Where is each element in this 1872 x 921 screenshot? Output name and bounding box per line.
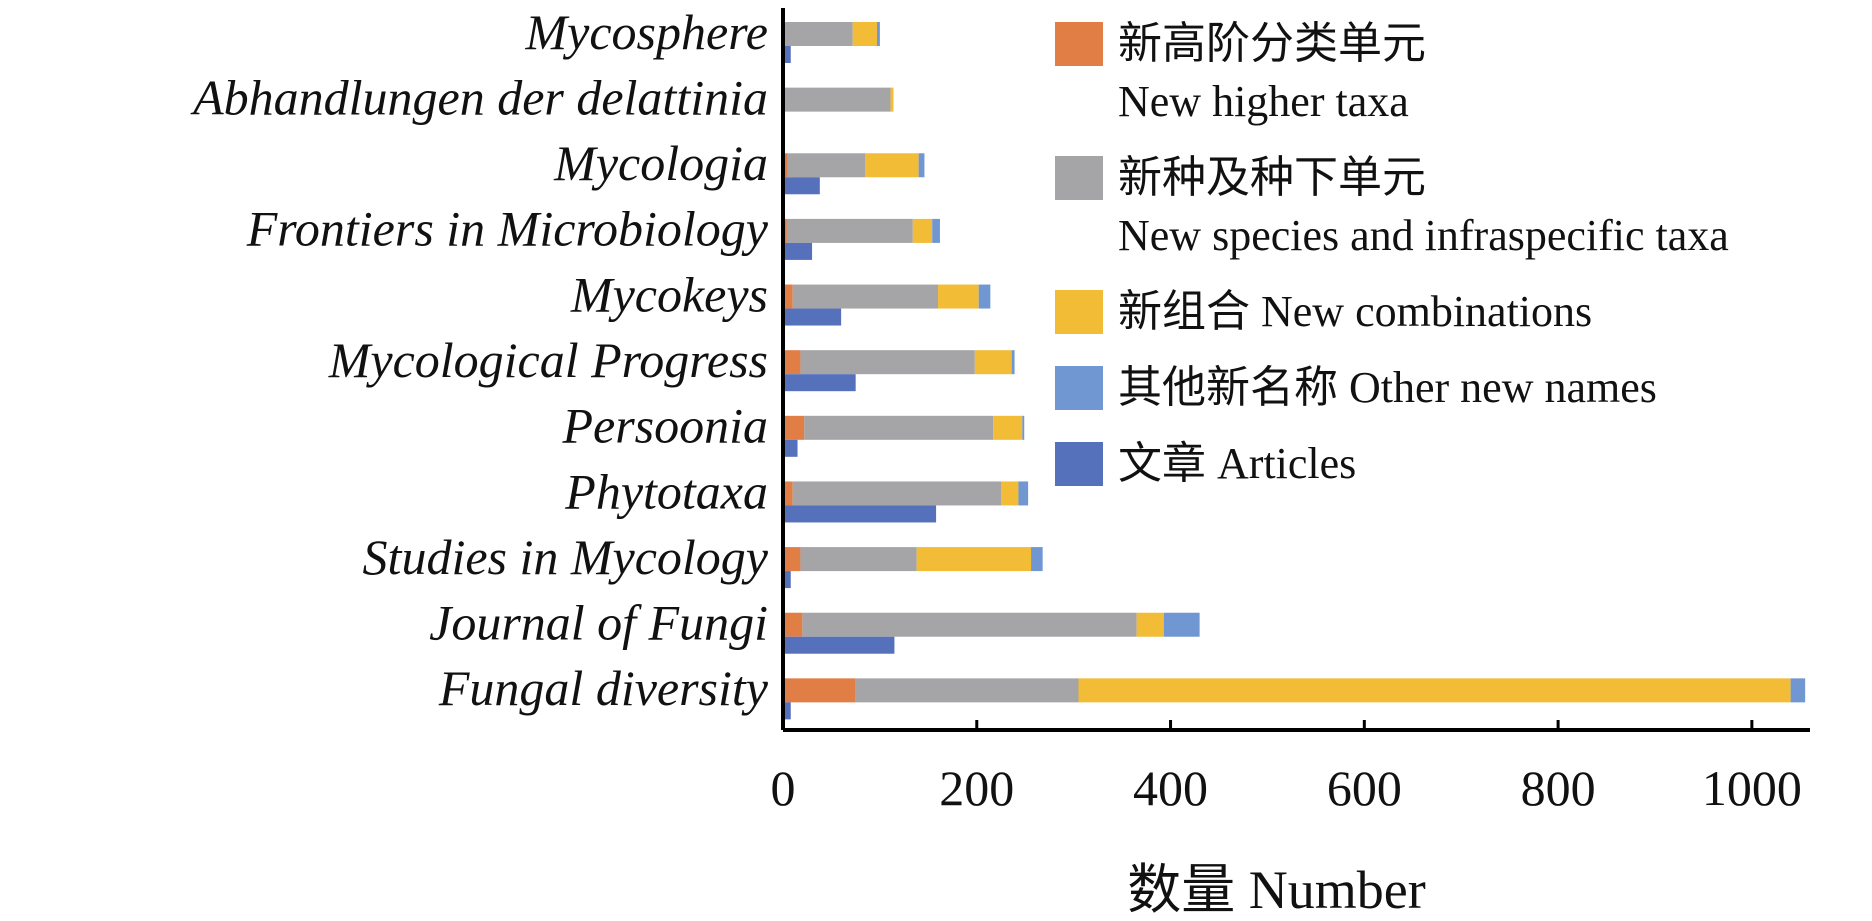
category-label: Mycologia <box>553 135 768 191</box>
category-label: Phytotaxa <box>564 463 768 519</box>
bar-segment <box>1018 481 1029 506</box>
bar-segment <box>783 678 856 703</box>
bar-segment <box>1078 678 1791 703</box>
category-label: Mycological Progress <box>328 332 768 388</box>
bar-segment <box>792 481 1001 506</box>
article-bar <box>783 702 791 720</box>
legend-label: 新高阶分类单元 <box>1118 19 1426 68</box>
bar-segment <box>993 415 1023 440</box>
bar-segment <box>783 87 891 112</box>
x-tick-label: 400 <box>1133 760 1208 816</box>
legend-label: 文章 Articles <box>1118 439 1356 488</box>
category-label: Abhandlungen der delattinia <box>190 69 768 125</box>
bar-segment <box>1011 350 1015 375</box>
bar-segment <box>783 153 788 178</box>
legend-swatch <box>1055 366 1103 410</box>
bar-segment <box>802 612 1137 637</box>
bar-segment <box>890 87 894 112</box>
x-axis-title: 数量 Number <box>1127 860 1425 920</box>
article-bar <box>783 439 798 457</box>
x-tick-label: 0 <box>771 760 796 816</box>
bar-segment <box>800 350 975 375</box>
bar-segment <box>932 218 940 243</box>
category-label: Mycosphere <box>525 4 768 60</box>
x-tick-label: 800 <box>1521 760 1596 816</box>
bar-segment <box>852 22 877 46</box>
bar-segment <box>855 678 1079 703</box>
legend-swatch <box>1055 156 1103 200</box>
bar-segment <box>784 22 853 46</box>
article-bar <box>783 242 813 260</box>
bar-segment <box>1031 547 1043 572</box>
x-tick-label: 600 <box>1327 760 1402 816</box>
legend: 新高阶分类单元 New higher taxa 新种及种下单元 New species… <box>1055 19 1729 488</box>
article-bar <box>783 46 791 63</box>
bar-segment <box>912 218 933 243</box>
category-label: Journal of Fungi <box>429 595 768 651</box>
legend-label: 新种及种下单元 <box>1118 153 1426 202</box>
article-bar <box>783 374 856 392</box>
bar-segment <box>1000 481 1019 506</box>
bar-segment <box>974 350 1012 375</box>
bar-segment <box>783 547 801 572</box>
bar-segment <box>792 284 939 309</box>
x-tick-label: 200 <box>939 760 1014 816</box>
bar-segment <box>1136 612 1164 637</box>
bar-segment <box>978 284 991 309</box>
x-tick-label: 1000 <box>1702 760 1802 816</box>
bar-segment <box>787 153 866 178</box>
legend-label-en: New higher taxa <box>1118 77 1409 126</box>
bar-segment <box>1022 415 1025 440</box>
legend-label-en: New species and infraspecific taxa <box>1118 211 1729 260</box>
bar-segment <box>783 284 793 309</box>
bar-segment <box>1790 678 1806 703</box>
bar-segment <box>786 218 913 243</box>
bar-segment <box>800 547 917 572</box>
legend-label: 其他新名称 Other new names <box>1118 363 1657 412</box>
bar-segment <box>1163 612 1200 637</box>
bar-segment <box>918 153 925 178</box>
bar-segment <box>783 350 801 375</box>
bar-segment <box>938 284 979 309</box>
bar-segment <box>916 547 1032 572</box>
x-ticks-group: 0 200 400 600 800 1000 <box>771 720 1802 816</box>
bar-segment <box>783 612 803 637</box>
bar-segment <box>783 415 805 440</box>
legend-swatch <box>1055 290 1103 334</box>
article-bar <box>783 505 937 523</box>
legend-swatch <box>1055 442 1103 486</box>
article-bar <box>783 571 791 589</box>
bar-segment <box>865 153 919 178</box>
bar-segment <box>876 22 880 46</box>
category-labels-group: Mycosphere Abhandlungen der delattinia Myc… <box>190 4 769 716</box>
bar-segment <box>783 481 793 506</box>
article-bar <box>783 308 842 326</box>
bars-group <box>783 22 1806 720</box>
article-bar <box>783 636 895 654</box>
article-bar <box>783 177 820 195</box>
category-label: Frontiers in Microbiology <box>246 201 769 257</box>
legend-label: 新组合 New combinations <box>1118 287 1592 336</box>
bar-segment <box>804 415 994 440</box>
category-label: Fungal diversity <box>438 660 769 716</box>
legend-swatch <box>1055 22 1103 66</box>
category-label: Persoonia <box>561 398 768 454</box>
category-label: Mycokeys <box>570 266 768 322</box>
category-label: Studies in Mycology <box>363 529 769 585</box>
